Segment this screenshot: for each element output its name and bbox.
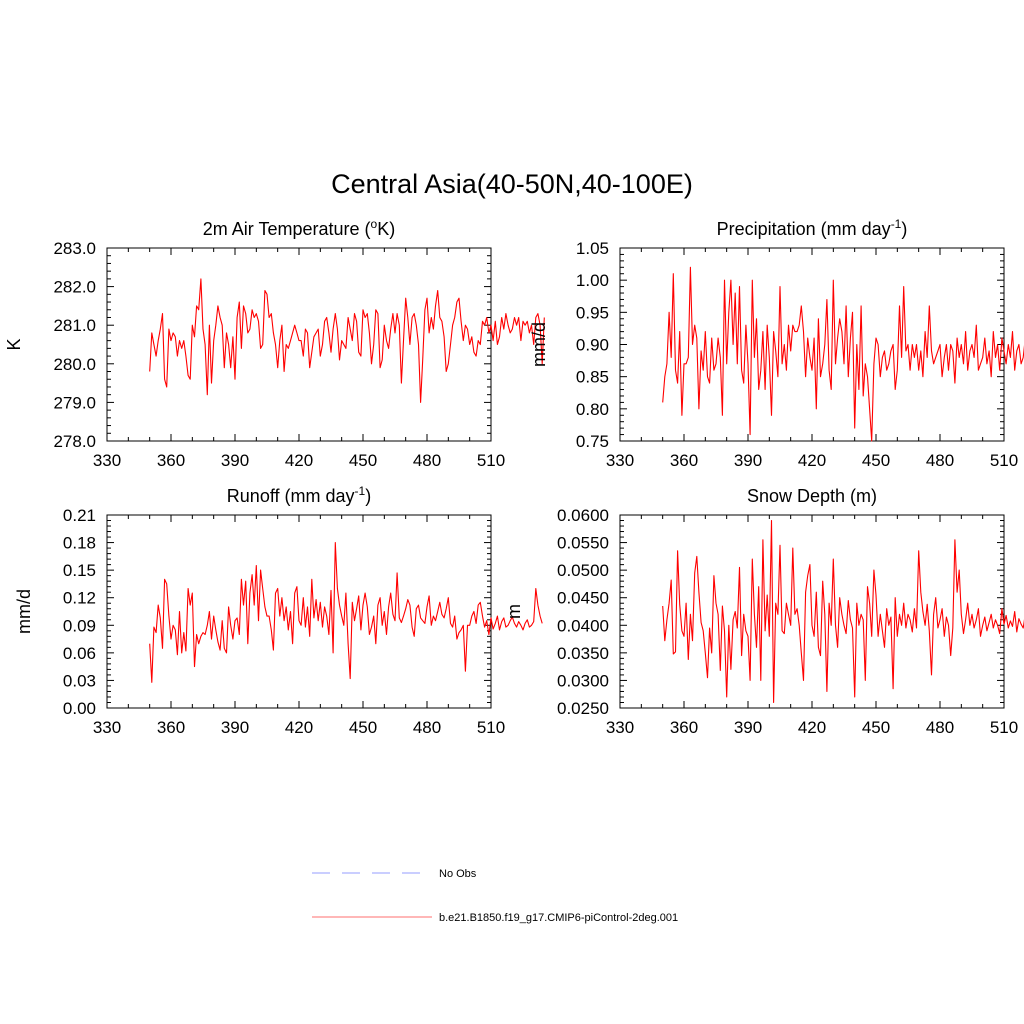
x-tick-label: 360 [670,451,698,470]
panel-title: Runoff (mm day-1) [227,484,371,506]
x-tick-label: 420 [798,451,826,470]
y-tick-label: 0.85 [576,368,609,387]
x-tick-label: 330 [93,451,121,470]
x-tick-label: 330 [93,718,121,737]
x-tick-label: 510 [477,718,505,737]
y-tick-label: 0.03 [63,671,96,690]
y-tick-label: 282.0 [53,278,96,297]
panel-title-tail: ) [365,486,371,506]
x-tick-label: 510 [477,451,505,470]
series-line [149,542,543,683]
y-tick-label: 0.90 [576,336,609,355]
x-tick-label: 390 [221,451,249,470]
y-tick-label: 0.95 [576,303,609,322]
panel-title-main: Precipitation (mm day [717,219,891,239]
y-tick-label: 0.0350 [557,644,609,663]
legend-label-2: b.e21.B1850.f19_g17.CMIP6-piControl-2deg… [439,912,678,924]
y-tick-label: 0.06 [63,644,96,663]
panel-1: 330 360 390 420 450 480 510 278.0 279.0 280.0 281.… [4,217,545,470]
x-tick-label: 390 [734,718,762,737]
x-tick-label: 450 [862,451,890,470]
x-tick-label: 420 [285,718,313,737]
y-tick-label: 0.15 [63,561,96,580]
panel-title-superscript: -1 [355,484,366,498]
y-tick-label: 0.12 [63,589,96,608]
y-tick-label: 1.00 [576,271,609,290]
panel-title-tail: ) [901,219,907,239]
x-tick-label: 360 [157,451,185,470]
x-tick-label: 480 [413,718,441,737]
y-axis-label: mm/d [529,322,549,367]
x-tick-label: 480 [413,451,441,470]
y-tick-label: 283.0 [53,239,96,258]
panel-title-main: Runoff (mm day [227,486,355,506]
x-tick-label: 480 [926,718,954,737]
panel-title: Precipitation (mm day-1) [717,217,908,239]
y-tick-label: 0.80 [576,400,609,419]
y-axis-label: mm/d [14,589,34,634]
y-tick-label: 0.09 [63,616,96,635]
series-line [662,519,1024,704]
x-tick-label: 330 [606,451,634,470]
x-tick-label: 420 [285,451,313,470]
y-tick-label: 280.0 [53,355,96,374]
y-tick-label: 0.0400 [557,616,609,635]
panel-title-superscript: o [371,217,378,231]
panel-title-superscript: -1 [891,217,902,231]
x-tick-label: 480 [926,451,954,470]
panel-2: 330 360 390 420 450 480 510 0.75 0.80 0.85 0.90 0.9… [529,217,1024,470]
legend: No Obs b.e21.B1850.f19_g17.CMIP6-piContro… [312,868,678,924]
y-tick-label: 1.05 [576,239,609,258]
y-axis-label: m [504,604,524,619]
panel-title: Snow Depth (m) [747,486,877,506]
legend-label-1: No Obs [439,868,477,880]
x-tick-label: 450 [862,718,890,737]
x-tick-label: 330 [606,718,634,737]
series-line [662,266,1024,442]
y-tick-label: 0.75 [576,432,609,451]
series-line [149,278,545,403]
y-tick-label: 0.18 [63,534,96,553]
x-tick-label: 450 [349,451,377,470]
y-tick-label: 278.0 [53,432,96,451]
y-tick-label: 281.0 [53,316,96,335]
y-tick-label: 279.0 [53,393,96,412]
y-tick-label: 0.21 [63,506,96,525]
y-tick-label: 0.0500 [557,561,609,580]
x-tick-label: 360 [670,718,698,737]
panel-3: 330 360 390 420 450 480 510 0.00 0.03 0.06 0.09 0.1… [14,484,543,737]
y-tick-label: 0.0250 [557,699,609,718]
panel-title: 2m Air Temperature (oK) [203,217,395,239]
panels: 330 360 390 420 450 480 510 278.0 279.0 280.0 281.… [4,217,1024,737]
x-tick-label: 450 [349,718,377,737]
x-tick-label: 390 [221,718,249,737]
x-tick-label: 390 [734,451,762,470]
y-tick-label: 0.0450 [557,589,609,608]
panel-title-main: Snow Depth (m) [747,486,877,506]
panel-4: 330 360 390 420 450 480 510 0.0250 0.0300 0.0350 0… [504,486,1024,737]
x-tick-label: 510 [990,451,1018,470]
y-tick-label: 0.0550 [557,534,609,553]
y-tick-label: 0.0600 [557,506,609,525]
panel-title-tail: K) [377,219,395,239]
y-tick-label: 0.00 [63,699,96,718]
x-tick-label: 420 [798,718,826,737]
panel-title-main: 2m Air Temperature ( [203,219,371,239]
y-axis-label: K [4,338,24,350]
main-title: Central Asia(40-50N,40-100E) [331,169,693,199]
x-tick-label: 360 [157,718,185,737]
x-tick-label: 510 [990,718,1018,737]
y-tick-label: 0.0300 [557,671,609,690]
